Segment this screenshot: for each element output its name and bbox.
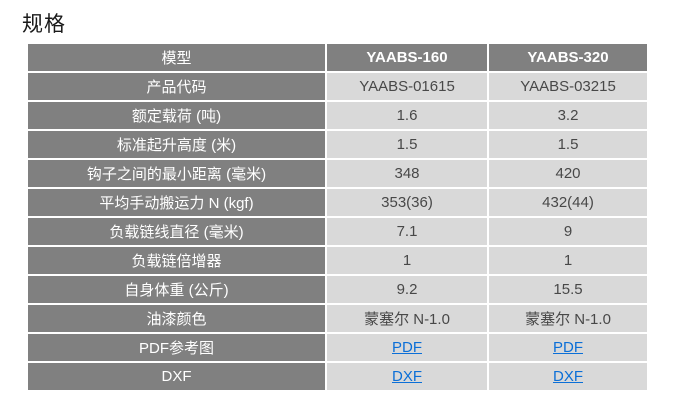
- spec-table: 模型 YAABS-160 YAABS-320 产品代码 YAABS-01615 …: [26, 42, 649, 392]
- row-label: 油漆颜色: [28, 305, 325, 332]
- value-cell: DXF: [327, 363, 487, 390]
- table-row-rated-load: 额定载荷 (吨) 1.6 3.2: [28, 102, 647, 129]
- row-label: 自身体重 (公斤): [28, 276, 325, 303]
- table-row-min-hook-distance: 钩子之间的最小距离 (毫米) 348 420: [28, 160, 647, 187]
- value-cell: 蒙塞尔 N-1.0: [327, 305, 487, 332]
- row-label: 额定载荷 (吨): [28, 102, 325, 129]
- table-row-paint-color: 油漆颜色 蒙塞尔 N-1.0 蒙塞尔 N-1.0: [28, 305, 647, 332]
- value-cell: 蒙塞尔 N-1.0: [489, 305, 647, 332]
- value-cell: 9.2: [327, 276, 487, 303]
- value-cell: 1.5: [327, 131, 487, 158]
- row-label: 平均手动搬运力 N (kgf): [28, 189, 325, 216]
- pdf-link-yaabs-160[interactable]: PDF: [392, 339, 422, 356]
- table-row-self-weight: 自身体重 (公斤) 9.2 15.5: [28, 276, 647, 303]
- value-cell: 9: [489, 218, 647, 245]
- row-label: PDF参考图: [28, 334, 325, 361]
- dxf-link-yaabs-320[interactable]: DXF: [553, 368, 583, 385]
- table-row-pdf-reference: PDF参考图 PDF PDF: [28, 334, 647, 361]
- value-cell: PDF: [489, 334, 647, 361]
- value-cell: 1.6: [327, 102, 487, 129]
- row-label: 产品代码: [28, 73, 325, 100]
- table-header-row: 模型 YAABS-160 YAABS-320: [28, 44, 647, 71]
- header-model-320: YAABS-320: [489, 44, 647, 71]
- row-label: 标准起升高度 (米): [28, 131, 325, 158]
- value-cell: YAABS-01615: [327, 73, 487, 100]
- header-label-model: 模型: [28, 44, 325, 71]
- value-cell: 348: [327, 160, 487, 187]
- value-cell: PDF: [327, 334, 487, 361]
- value-cell: 420: [489, 160, 647, 187]
- table-row-chain-diameter: 负载链线直径 (毫米) 7.1 9: [28, 218, 647, 245]
- pdf-link-yaabs-320[interactable]: PDF: [553, 339, 583, 356]
- value-cell: 1: [327, 247, 487, 274]
- value-cell: 3.2: [489, 102, 647, 129]
- value-cell: 7.1: [327, 218, 487, 245]
- value-cell: 1: [489, 247, 647, 274]
- value-cell: YAABS-03215: [489, 73, 647, 100]
- table-row-dxf: DXF DXF DXF: [28, 363, 647, 390]
- page-title: 规格: [22, 13, 66, 36]
- row-label: 负载链倍增器: [28, 247, 325, 274]
- header-model-160: YAABS-160: [327, 44, 487, 71]
- table-row-chain-multiplier: 负载链倍增器 1 1: [28, 247, 647, 274]
- table-row-product-code: 产品代码 YAABS-01615 YAABS-03215: [28, 73, 647, 100]
- row-label: DXF: [28, 363, 325, 390]
- value-cell: 432(44): [489, 189, 647, 216]
- row-label: 负载链线直径 (毫米): [28, 218, 325, 245]
- table-row-lift-height: 标准起升高度 (米) 1.5 1.5: [28, 131, 647, 158]
- value-cell: DXF: [489, 363, 647, 390]
- value-cell: 1.5: [489, 131, 647, 158]
- table-row-manual-force: 平均手动搬运力 N (kgf) 353(36) 432(44): [28, 189, 647, 216]
- value-cell: 15.5: [489, 276, 647, 303]
- row-label: 钩子之间的最小距离 (毫米): [28, 160, 325, 187]
- value-cell: 353(36): [327, 189, 487, 216]
- dxf-link-yaabs-160[interactable]: DXF: [392, 368, 422, 385]
